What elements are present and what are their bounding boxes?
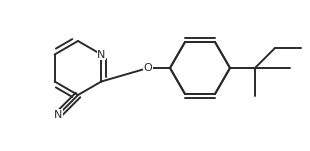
Text: N: N — [54, 110, 62, 120]
Text: N: N — [97, 50, 106, 59]
Text: O: O — [144, 63, 153, 73]
